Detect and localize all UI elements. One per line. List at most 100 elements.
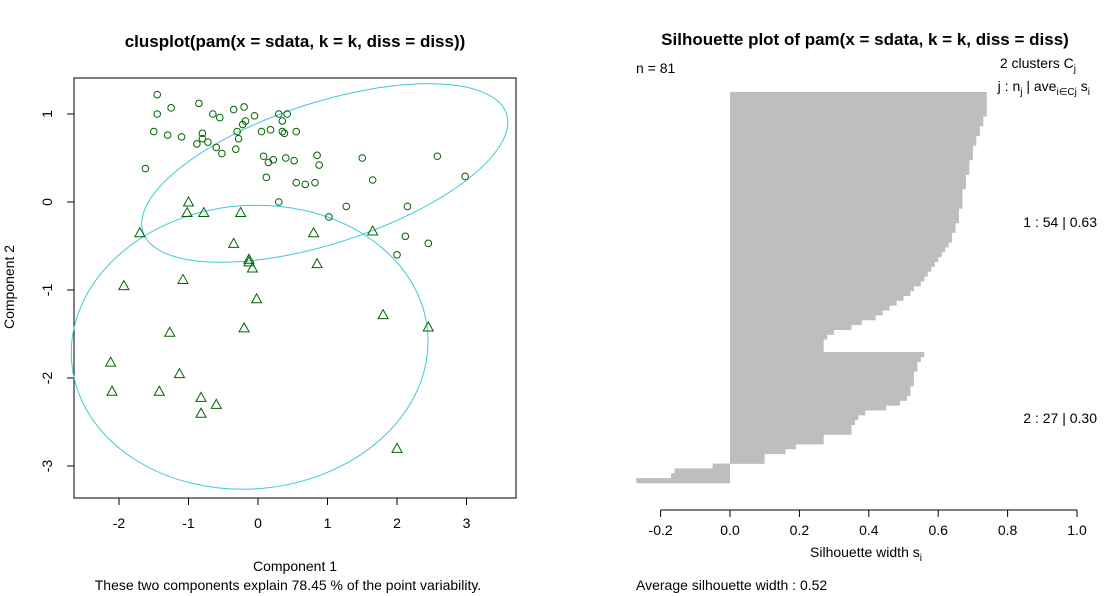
data-point-circle [424,239,433,248]
silhouette-xlabel: Silhouette width si [810,544,922,564]
data-point-circle [269,155,278,164]
data-point-circle [315,161,323,169]
silhouette-bar-c1 [730,179,966,185]
data-point-circle [195,99,203,108]
data-point-circle [241,117,250,125]
data-point-circle [290,156,298,165]
data-point-circle [149,127,158,136]
data-point-circle [280,129,289,138]
data-point-circle [250,111,259,120]
silhouette-panel: Silhouette plot of pam(x = sdata, k = k,… [636,30,1097,593]
silhouette-bar-c1 [730,256,939,263]
silhouette-bar-c2 [671,473,730,479]
silhouette-bar-c2 [730,385,911,392]
data-point-circle [368,176,377,184]
silhouette-bar-c1 [730,198,963,204]
y-tick-label: 1 [39,110,55,118]
silhouette-bar-c1 [730,208,960,214]
data-point-circle [177,133,186,141]
data-point-circle [234,134,243,143]
clusplot-xlabel: Component 1 [253,558,337,574]
silhouette-bar-c2 [730,424,852,430]
silhouette-bar-c1 [730,193,963,199]
silhouette-xlabel-text: Silhouette width s [810,544,920,560]
silhouette-bar-c1 [730,218,960,224]
data-point-circle [153,110,162,118]
silhouette-bar-c1 [730,116,984,122]
silhouette-bar-c1 [730,319,862,326]
data-point-triangle [104,356,117,367]
data-point-circle [393,251,401,259]
data-point-circle [193,140,201,148]
data-point-circle [262,173,271,182]
silhouette-bar-c1 [730,286,914,292]
silhouette-bar-c2 [730,400,901,406]
silhouette-bar-c1 [730,281,921,287]
data-point-triangle [153,385,166,396]
header-ave-text: | ave [1022,78,1056,94]
data-point-circle [204,138,212,146]
data-point-triangle [422,320,435,332]
data-point-circle [259,152,268,161]
silhouette-bar-c2 [730,356,921,362]
silhouette-bar-c1 [730,344,824,350]
silhouette-bar-c1 [730,140,977,146]
silhouette-bar-c1 [730,155,973,161]
data-point-triangle [118,279,130,291]
y-tick-label: -3 [39,460,55,473]
silhouette-bar-c1 [730,271,928,277]
x-tick-label: -1 [182,515,195,531]
data-point-circle [275,198,283,206]
data-point-triangle [177,273,189,284]
silhouette-bar-c1 [730,164,970,170]
silhouette-bar-c2 [730,371,914,377]
silhouette-bar-c2 [712,463,730,469]
y-tick-label: -2 [39,372,55,385]
x-tick-label: 1.0 [1067,522,1087,538]
data-point-circle [167,104,175,112]
silhouette-bar-c1 [730,329,835,335]
x-tick-label: 0.6 [928,522,948,538]
silhouette-bar-c1 [730,174,966,180]
silhouette-bar-c1 [730,300,897,306]
silhouette-bar-c1 [730,111,987,117]
data-point-circle [401,232,410,241]
x-tick-label: -0.2 [649,522,673,538]
header-s-sub: i [1088,87,1090,98]
data-point-circle [231,145,240,153]
silhouette-bar-c1 [730,339,824,345]
x-tick-label: 0 [254,515,262,531]
clusplot-plot-frame [73,77,517,499]
data-point-circle [358,154,367,162]
silhouette-bar-c1 [730,305,890,311]
data-point-triangle [243,255,255,267]
x-tick-label: 0.0 [720,522,740,538]
silhouette-bar-c1 [730,101,987,107]
data-point-circle [198,134,207,143]
silhouette-bar-c2 [730,361,918,367]
data-point-triangle [238,321,250,333]
data-point-circle [240,103,248,111]
silhouette-bar-c2 [730,390,911,396]
data-point-triangle [195,391,207,402]
silhouette-bar-c1 [730,324,852,330]
silhouette-bar-c1 [730,213,960,219]
data-point-circle [313,151,321,160]
data-point-circle [278,117,287,125]
data-point-triangle [182,195,195,207]
silhouette-bar-c1 [730,310,883,316]
data-point-circle [292,127,301,136]
header-clusters-sub: j [1073,64,1076,75]
data-point-triangle [377,308,389,320]
silhouette-bar-c1 [730,145,973,151]
silhouette-bar-c1 [730,96,987,102]
data-point-circle [141,164,150,173]
silhouette-bars [636,92,987,484]
data-point-circle [311,178,319,187]
data-point-circle [461,172,469,181]
data-point-triangle [246,261,259,273]
silhouette-bar-c2 [730,419,855,426]
silhouette-bar-c1 [730,237,953,243]
silhouette-bar-c1 [730,121,984,127]
silhouette-bar-c2 [730,434,824,440]
